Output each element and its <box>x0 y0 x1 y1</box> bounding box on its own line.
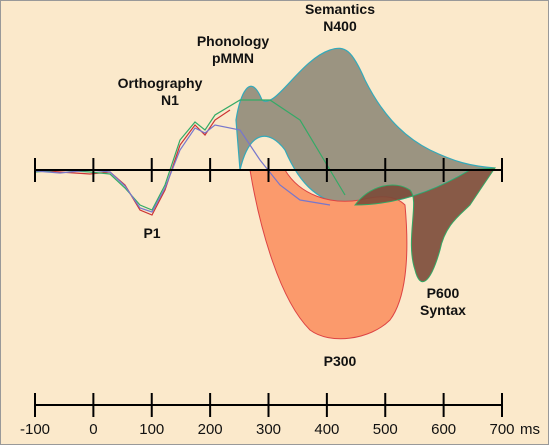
component-label: N400 <box>323 18 357 34</box>
p600-area <box>353 167 497 282</box>
tick-label: 200 <box>198 421 223 438</box>
component-label: P1 <box>143 225 160 241</box>
component-label: pMMN <box>212 50 254 66</box>
tick-label: 0 <box>89 421 97 438</box>
component-label: P600 <box>427 285 460 301</box>
waveform <box>34 124 331 213</box>
tick-label: 600 <box>431 421 456 438</box>
n400-area <box>235 47 496 206</box>
tick-label: 400 <box>314 421 339 438</box>
component-label: Phonology <box>197 33 270 49</box>
waveform <box>34 99 346 211</box>
component-label: P300 <box>324 353 357 369</box>
waveform <box>34 109 231 216</box>
tick-label: 300 <box>256 421 281 438</box>
p300-area <box>249 169 408 340</box>
component-label: Semantics <box>305 1 375 17</box>
unit-label: ms <box>520 421 540 438</box>
tick-label: -100 <box>20 421 50 438</box>
component-label: Orthography <box>118 75 203 91</box>
component-label: N1 <box>161 92 179 108</box>
component-label: Syntax <box>420 302 466 318</box>
tick-label: 700 <box>489 421 514 438</box>
tick-label: 100 <box>139 421 164 438</box>
tick-label: 500 <box>373 421 398 438</box>
